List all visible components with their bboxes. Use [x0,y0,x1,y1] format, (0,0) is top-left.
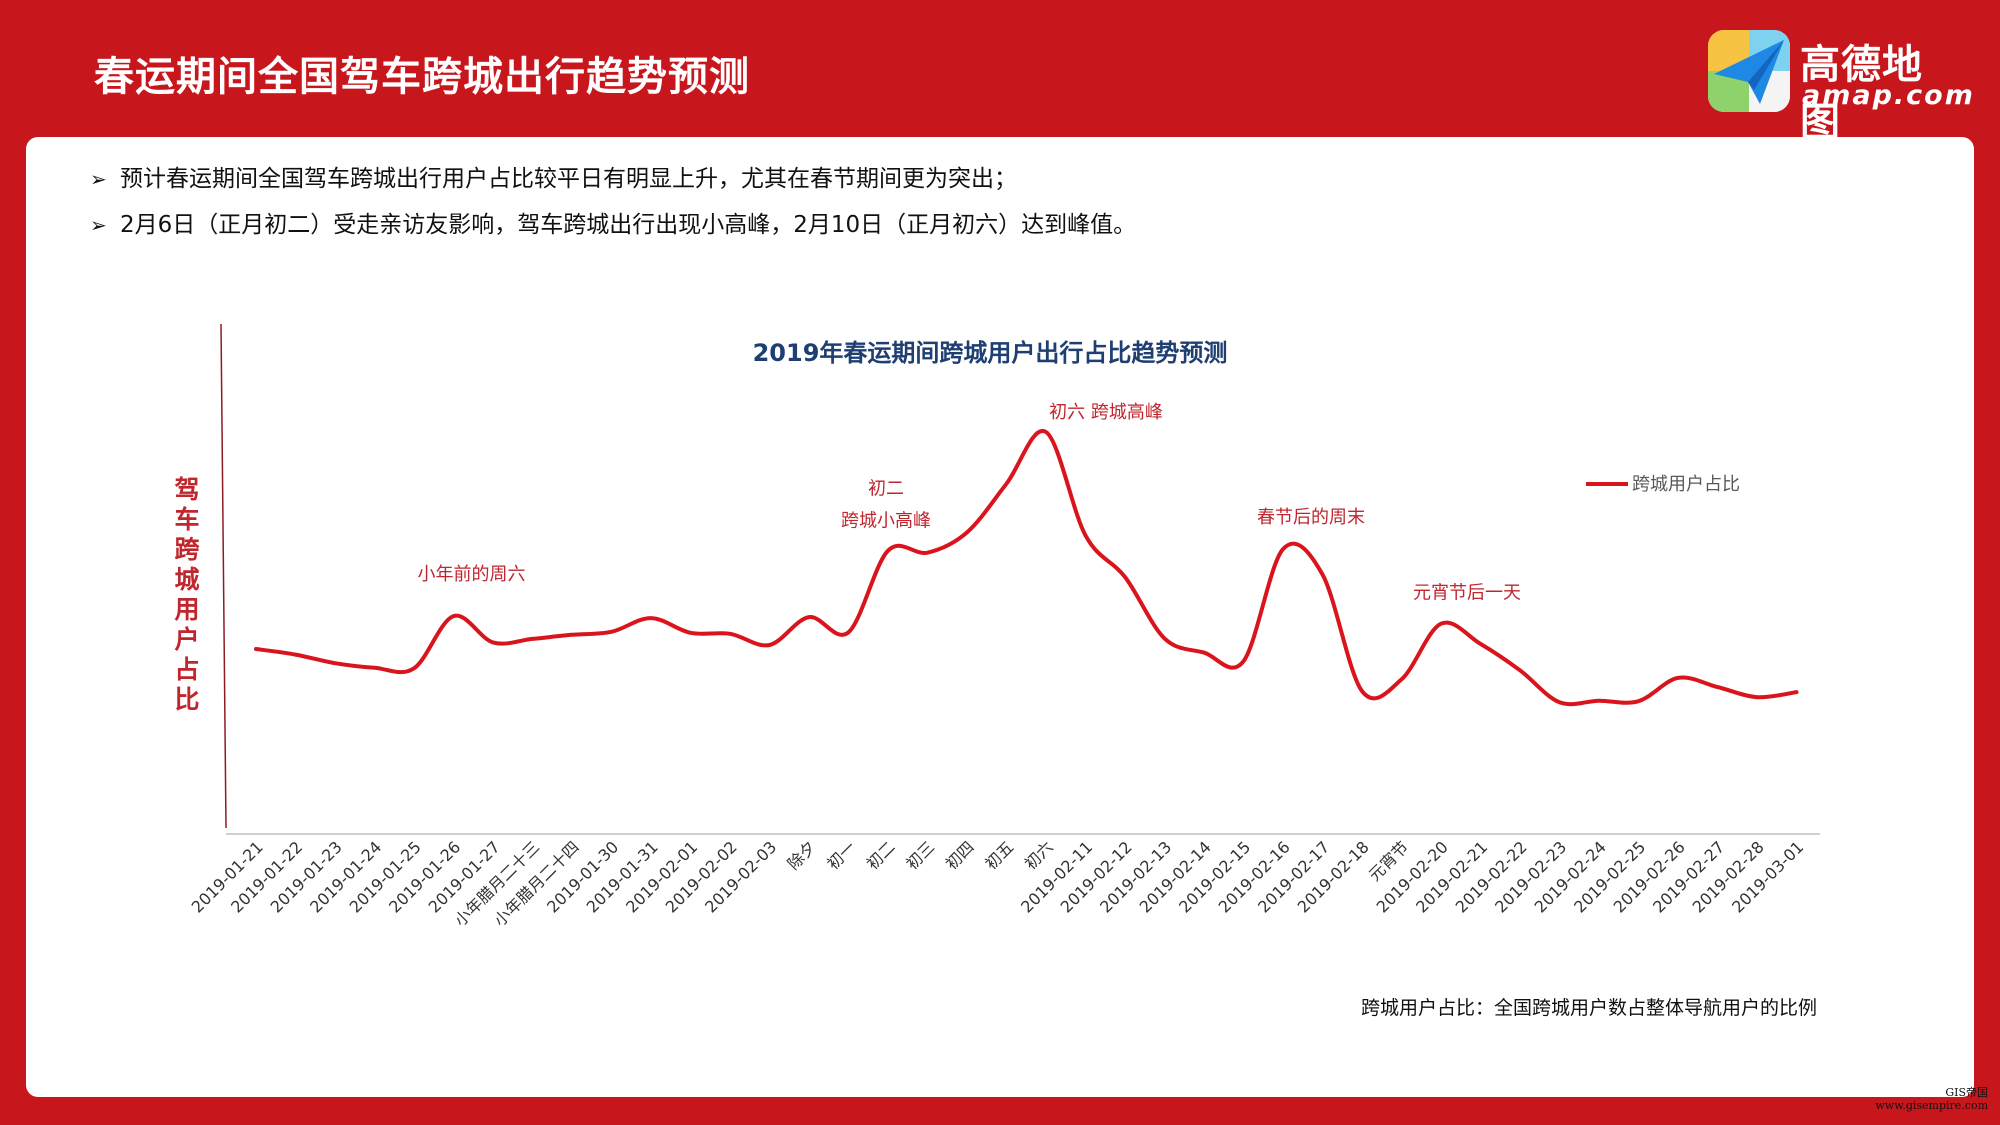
x-tick-label: 初四 [942,837,978,873]
x-tick-label: 初五 [981,837,1017,873]
page-header-title: 春运期间全国驾车跨城出行趋势预测 [94,54,750,100]
chart-annotation: 初二 [868,479,904,500]
chart-annotation: 元宵节后一天 [1413,583,1521,604]
x-tick-label: 初二 [863,837,899,873]
chart-annotation: 跨城小高峰 [841,511,931,532]
content-panel [26,137,1974,1097]
chart-title: 2019年春运期间跨城用户出行占比趋势预测 [753,339,1228,367]
x-tick-label: 除夕 [784,837,820,873]
legend-label: 跨城用户占比 [1632,474,1740,495]
x-tick-label: 初一 [823,837,859,873]
bullet-1: ➢ 预计春运期间全国驾车跨城出行用户占比较平日有明显上升，尤其在春节期间更为突出； [90,159,1017,193]
watermark: GIS帝国 www.gisempire.com [1875,1086,1988,1112]
bullet-1-text: 预计春运期间全国驾车跨城出行用户占比较平日有明显上升，尤其在春节期间更为突出； [120,166,1017,192]
watermark-line2: www.gisempire.com [1875,1099,1988,1112]
x-tick-label: 初三 [902,837,938,873]
bullet-2-text: 2月6日（正月初二）受走亲访友影响，驾车跨城出行出现小高峰，2月10日（正月初六… [120,212,1137,238]
chart-footnote: 跨城用户占比：全国跨城用户数占整体导航用户的比例 [1360,997,1817,1019]
bullet-marker-icon: ➢ [90,213,107,237]
bullet-2: ➢ 2月6日（正月初二）受走亲访友影响，驾车跨城出行出现小高峰，2月10日（正月初… [90,205,1136,239]
chart-annotation: 春节后的周末 [1257,507,1365,528]
paper-plane-map-icon [1708,30,1790,112]
chart-ylabel: 驾车跨城用户占比 [174,475,200,714]
y-axis-line [220,323,227,829]
series-line [254,428,1799,707]
chart-annotation: 初六 跨城高峰 [1049,402,1163,423]
logo-domain: amap.com [1802,80,1975,111]
bullet-marker-icon: ➢ [90,167,107,191]
watermark-line1: GIS帝国 [1945,1086,1988,1099]
chart-annotation: 小年前的周六 [418,564,526,585]
